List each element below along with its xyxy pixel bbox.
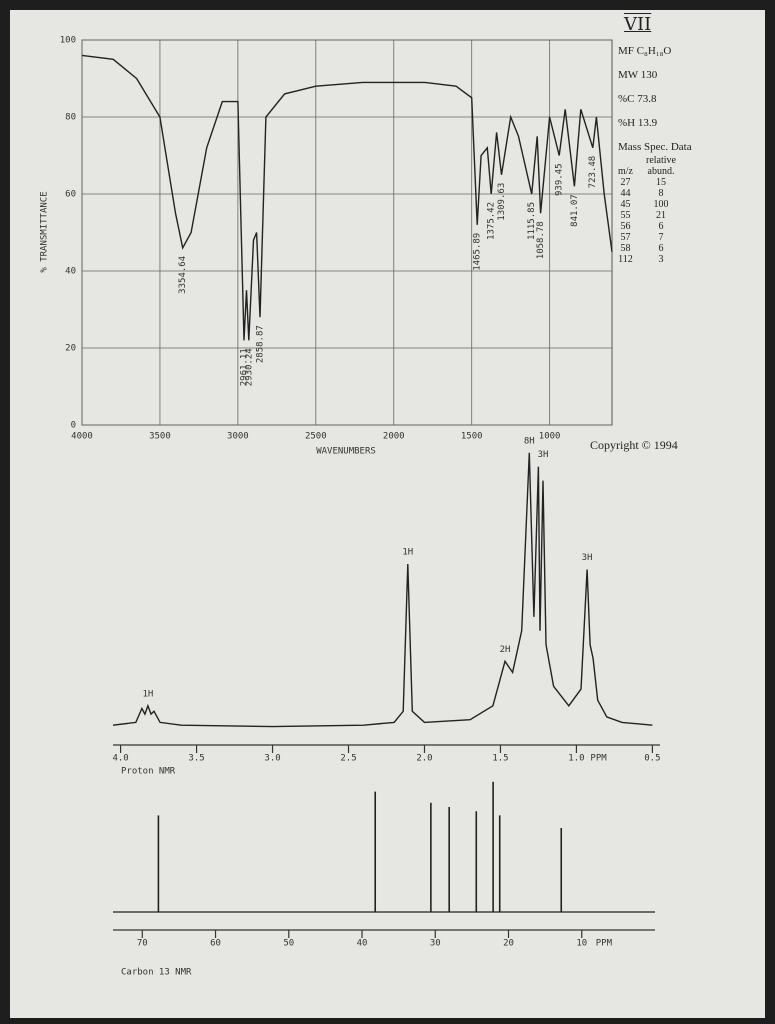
x-tick-label: 60 <box>210 939 221 949</box>
ms-cell: 15 <box>656 177 666 188</box>
copyright: Copyright © 1994 <box>590 438 678 452</box>
x-tick-label: 3000 <box>227 432 249 442</box>
ms-cell: 44 <box>620 188 631 199</box>
y-tick-label: 60 <box>65 190 76 200</box>
y-tick-label: 40 <box>65 267 76 277</box>
peak-label: 1115.85 <box>527 202 537 240</box>
x-tick-label: 3500 <box>149 432 171 442</box>
ms-row: 45 100 <box>618 199 689 210</box>
ms-cell: 27 <box>620 177 631 188</box>
sidebar: VII MF C₈H₁₈O MW 130 %C 73.8 %H 13.9 Mas… <box>618 14 692 265</box>
x-tick-label: 4000 <box>71 432 93 442</box>
peak-label: 723.48 <box>588 156 598 189</box>
integration-label: 3H <box>582 553 593 563</box>
ms-cell: 21 <box>656 210 666 221</box>
ms-cell: 3 <box>658 254 664 265</box>
formula: MF C₈H₁₈O <box>618 45 672 57</box>
x-tick-label: 2.5 <box>340 754 356 764</box>
x-tick-label: 1.0 <box>568 754 584 764</box>
hydrogen: %H 13.9 <box>618 117 658 129</box>
x-tick-label: 1.5 <box>492 754 508 764</box>
chart-title: Carbon 13 NMR <box>121 968 192 978</box>
peak-label: 1309.63 <box>497 183 507 221</box>
ms-row: 112 3 <box>618 254 689 265</box>
ms-title: Mass Spec. Data <box>618 141 692 153</box>
x-tick-label: 2.0 <box>416 754 432 764</box>
peak-label: 1058.78 <box>536 221 546 259</box>
integration-label: 8H <box>524 436 535 446</box>
peak-label: 2858.87 <box>255 325 265 363</box>
x-tick-label: 3.5 <box>188 754 204 764</box>
integration-label: 2H <box>500 645 511 655</box>
ms-table: m/z relative abund. 27 15 44 8 45 100 55 21 56 6 5… <box>618 155 689 265</box>
peak-label: 2930.24 <box>244 348 254 386</box>
x-tick-label: 1500 <box>461 432 483 442</box>
ms-cell: 58 <box>620 243 631 254</box>
x-tick-label: 40 <box>357 939 368 949</box>
y-tick-label: 0 <box>71 421 76 431</box>
peak-label: 2961.11 <box>239 348 249 386</box>
x-tick-label: 50 <box>283 939 294 949</box>
ms-row: 44 8 <box>618 188 689 199</box>
y-tick-label: 80 <box>65 113 76 123</box>
ms-cell: 57 <box>620 232 631 243</box>
peak-label: 841.07 <box>570 194 580 227</box>
x-axis-label: PPM <box>596 939 613 949</box>
integration-label: 3H <box>538 450 549 460</box>
header-cell: relative abund. <box>646 155 676 177</box>
mw: MW 130 <box>618 69 658 81</box>
ms-cell: 7 <box>658 232 664 243</box>
carbon: %C 73.8 <box>618 93 657 105</box>
ms-cell: 112 <box>618 254 633 265</box>
ms-cell: 100 <box>653 199 669 210</box>
ms-row: 27 15 <box>618 177 689 188</box>
x-tick-label: 70 <box>137 939 148 949</box>
x-tick-label: 20 <box>503 939 514 949</box>
x-tick-label: 1000 <box>539 432 561 442</box>
x-tick-label: 10 <box>576 939 587 949</box>
peak-label: 1375.42 <box>487 202 497 240</box>
x-tick-label: 2500 <box>305 432 327 442</box>
y-tick-label: 20 <box>65 344 76 354</box>
spectrum-line <box>81 54 613 341</box>
ms-cell: 56 <box>620 221 631 232</box>
label: VII <box>624 14 652 35</box>
x-tick-label: 30 <box>430 939 441 949</box>
x-axis-label: PPM <box>590 754 607 764</box>
ms-row: 55 21 <box>618 210 689 221</box>
chart-title: Proton NMR <box>121 767 176 777</box>
spectrum-line <box>112 452 653 728</box>
ms-row: 58 6 <box>618 243 689 254</box>
x-tick-label: 2000 <box>383 432 405 442</box>
ms-cell: 55 <box>620 210 631 221</box>
x-tick-label: 3.0 <box>264 754 280 764</box>
ms-row: 56 6 <box>618 221 689 232</box>
ms-cell: 45 <box>620 199 631 210</box>
y-tick-label: 100 <box>60 36 76 46</box>
ms-cell: 6 <box>658 221 664 232</box>
integration-label: 1H <box>402 547 413 557</box>
x-tick-label: 4.0 <box>112 754 128 764</box>
ms-header: m/z relative abund. <box>618 155 689 177</box>
y-axis-label: % TRANSMITTANCE <box>40 191 50 272</box>
peak-label: 939.45 <box>555 164 565 197</box>
integration-label: 1H <box>143 689 154 699</box>
x-axis-label: WAVENUMBERS <box>316 447 376 457</box>
header-cell: m/z <box>618 166 633 177</box>
ms-row: 57 7 <box>618 232 689 243</box>
paper <box>10 10 765 1018</box>
ms-cell: 8 <box>658 188 664 199</box>
peak-label: 3354.64 <box>178 256 188 294</box>
peak-label: 1465.89 <box>473 233 483 271</box>
x-tick-label: 0.5 <box>644 754 660 764</box>
ms-cell: 6 <box>658 243 664 254</box>
